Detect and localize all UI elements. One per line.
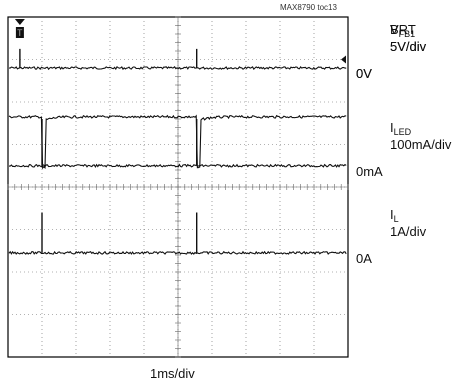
channel-name-label: VFB1 bbox=[390, 22, 416, 39]
channel-scale-label: 100mA/div bbox=[390, 136, 452, 152]
channel-name-subscript: LED bbox=[393, 126, 412, 137]
channel-zero-label: 0V bbox=[356, 66, 372, 81]
channel-scale-label: 1A/div bbox=[390, 223, 427, 239]
channel-scale-label: 5V/div bbox=[390, 39, 427, 54]
channel-zero-label: 0V bbox=[356, 66, 372, 81]
trigger-marker-label: T bbox=[17, 28, 23, 38]
trigger-arrow-icon bbox=[14, 19, 25, 25]
trace-line bbox=[8, 250, 347, 255]
channel-scale-label: 5V/div bbox=[390, 39, 427, 54]
scope-traces: T bbox=[8, 19, 347, 255]
channel-zero-label: 0mA bbox=[356, 163, 383, 179]
figure-tag: MAX8790 toc13 bbox=[280, 3, 337, 12]
trace-line bbox=[9, 163, 347, 169]
trigger-level-arrow-icon bbox=[341, 55, 346, 64]
trace-line bbox=[8, 114, 347, 170]
channel-name-label: IL bbox=[390, 206, 399, 224]
scope-grid bbox=[7, 16, 349, 358]
trace-line bbox=[8, 65, 347, 71]
channel-name-label: BRT bbox=[390, 22, 416, 37]
channel-name-subscript: L bbox=[393, 213, 399, 224]
x-axis-label: 1ms/div bbox=[150, 366, 195, 381]
channel-name-subscript: FB1 bbox=[398, 29, 416, 39]
channel-name-label: ILED bbox=[390, 119, 412, 137]
channel-zero-label: 0A bbox=[356, 250, 372, 266]
trigger-marker-box bbox=[15, 27, 24, 38]
